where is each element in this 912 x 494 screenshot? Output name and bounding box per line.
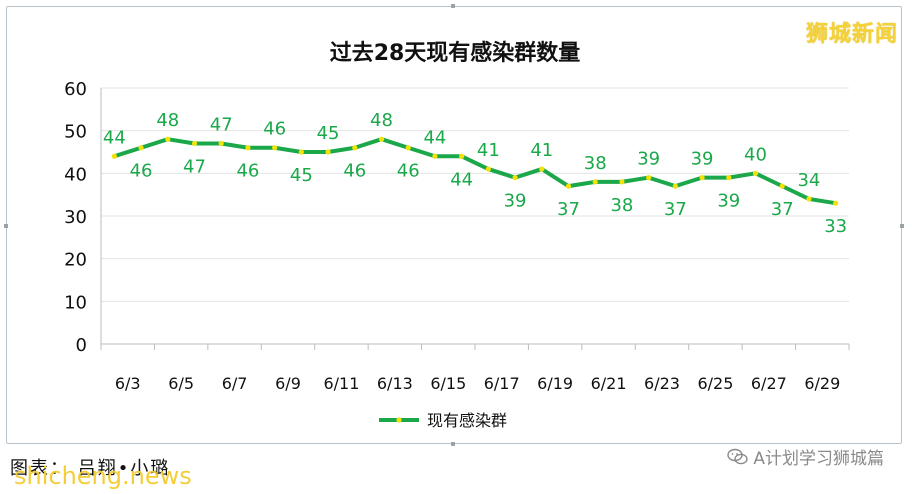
legend-label: 现有感染群 (427, 411, 507, 430)
x-tick-label: 6/7 (222, 374, 248, 393)
data-point (619, 179, 625, 185)
data-point (459, 153, 465, 159)
data-label: 37 (771, 199, 794, 220)
data-label: 33 (824, 216, 847, 237)
data-point (298, 149, 304, 155)
wechat-icon (727, 448, 749, 464)
legend-marker (396, 417, 402, 423)
site-watermark: shicheng.news (14, 462, 192, 490)
y-tick-label: 10 (64, 292, 87, 313)
data-label: 48 (370, 110, 393, 131)
data-point (405, 145, 411, 151)
data-point (245, 145, 251, 151)
data-point (779, 183, 785, 189)
data-label: 46 (130, 161, 153, 182)
y-tick-label: 40 (64, 164, 87, 185)
data-label: 46 (236, 161, 259, 182)
data-point (672, 183, 678, 189)
data-point (539, 166, 545, 172)
wechat-account-name: A计划学习狮城篇 (753, 449, 884, 469)
x-tick-label: 6/11 (323, 374, 359, 393)
x-tick-label: 6/17 (484, 374, 520, 393)
x-tick-label: 6/19 (537, 374, 573, 393)
data-point (111, 153, 117, 159)
data-label: 45 (290, 165, 313, 186)
line-chart: 过去28天现有感染群数量 0 10 20 30 40 50 60 6/3 6/5 6/7 6/9 6/1… (64, 40, 850, 430)
data-label: 39 (691, 149, 714, 170)
data-point (752, 170, 759, 176)
resize-handle-bottom[interactable] (451, 442, 455, 446)
chart-frame: 过去28天现有感染群数量 0 10 20 30 40 50 60 6/3 6/5 6/7 6/9 6/1… (4, 4, 904, 446)
data-label: 39 (717, 191, 740, 212)
data-point (432, 153, 438, 159)
data-point (378, 136, 385, 142)
data-label: 34 (797, 170, 820, 191)
data-point (646, 175, 652, 181)
data-point (726, 175, 732, 181)
data-point (272, 145, 278, 151)
x-tick-label: 6/13 (377, 374, 413, 393)
data-label: 39 (504, 191, 527, 212)
resize-handle-right[interactable] (900, 224, 904, 228)
data-label: 44 (423, 127, 446, 148)
data-label: 47 (210, 114, 233, 135)
data-label: 38 (584, 153, 607, 174)
chart-title: 过去28天现有感染群数量 (330, 40, 581, 66)
data-point (699, 175, 705, 181)
data-label: 38 (610, 195, 633, 216)
x-tick-label: 6/5 (168, 374, 194, 393)
data-point (325, 149, 331, 155)
data-label: 41 (477, 140, 500, 161)
data-point (592, 179, 598, 185)
y-tick-label: 0 (76, 335, 87, 356)
data-point (833, 200, 839, 206)
wechat-source: A计划学习狮城篇 (727, 444, 884, 469)
y-tick-label: 60 (64, 79, 87, 100)
y-tick-label: 50 (64, 122, 87, 143)
y-tick-label: 30 (64, 207, 87, 228)
x-tick-label: 6/15 (430, 374, 466, 393)
x-tick-label: 6/25 (697, 374, 733, 393)
data-label: 48 (156, 110, 179, 131)
data-label: 37 (664, 199, 687, 220)
resize-handle-top[interactable] (451, 4, 455, 8)
data-label: 45 (317, 123, 340, 144)
brand-mark: 狮城新闻 (805, 22, 898, 47)
data-label: 47 (183, 156, 206, 177)
data-point (485, 166, 491, 172)
data-point (191, 140, 198, 147)
data-label: 46 (263, 119, 286, 140)
data-label: 41 (530, 140, 553, 161)
data-label: 39 (637, 149, 660, 170)
x-tick-label: 6/27 (751, 374, 787, 393)
data-point (806, 196, 812, 202)
data-label: 46 (343, 161, 366, 182)
data-label: 37 (557, 199, 580, 220)
resize-handle-left[interactable] (4, 224, 8, 228)
data-label: 46 (397, 161, 420, 182)
x-tick-label: 6/29 (804, 374, 840, 393)
data-point (352, 145, 358, 151)
data-label: 44 (450, 169, 473, 190)
data-point (512, 175, 518, 181)
x-tick-label: 6/23 (644, 374, 680, 393)
x-tick-label: 6/21 (591, 374, 627, 393)
x-tick-label: 6/3 (115, 374, 141, 393)
series-line (113, 137, 836, 206)
data-point (218, 140, 224, 147)
data-label: 40 (744, 144, 767, 165)
chart-caption: 图表： 吕翔•小璐 (10, 458, 171, 479)
data-point (565, 183, 572, 189)
data-point (165, 136, 171, 142)
data-point (138, 145, 144, 151)
data-label: 44 (103, 127, 126, 148)
x-tick-label: 6/9 (275, 374, 301, 393)
y-tick-label: 20 (64, 250, 87, 271)
